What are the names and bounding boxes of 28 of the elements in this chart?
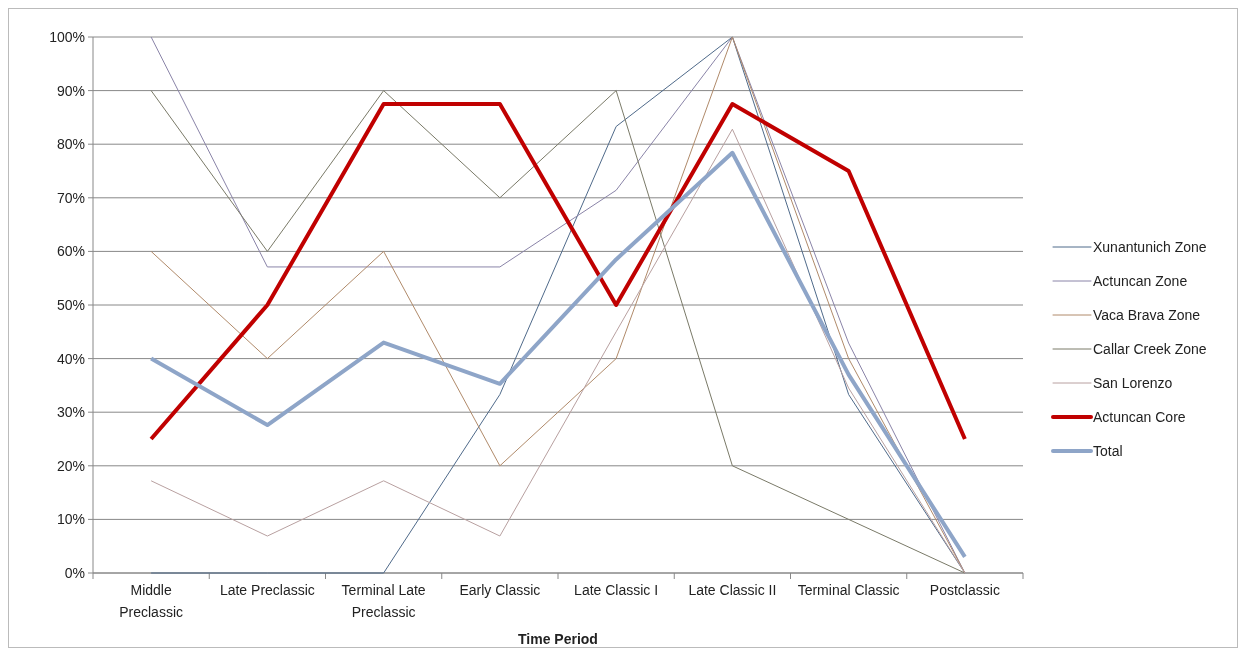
legend-label: San Lorenzo	[1093, 374, 1173, 391]
y-tick-label: 90%	[56, 82, 85, 99]
line-series	[149, 102, 967, 441]
y-tick-label: 50%	[56, 296, 85, 313]
y-tick-label: 40%	[56, 350, 85, 367]
y-tick-label: 70%	[56, 189, 85, 206]
y-tick-label: 60%	[56, 243, 85, 260]
y-tick-label: 80%	[56, 136, 85, 153]
y-tick-label: 100%	[49, 28, 85, 45]
y-tick-label: 0%	[64, 564, 85, 581]
legend-label: Actuncan Core	[1093, 408, 1186, 425]
x-tick-label: Middle Preclassic	[119, 582, 184, 620]
x-tick-label: Terminal Classic	[797, 582, 900, 598]
legend-label: Callar Creek Zone	[1093, 340, 1207, 357]
x-tick-label: Postclassic	[929, 582, 1000, 598]
legend-label: Xunantunich Zone	[1093, 238, 1207, 255]
legend-label: Actuncan Zone	[1093, 272, 1188, 289]
legend-label: Vaca Brava Zone	[1093, 306, 1201, 323]
x-tick-label: Late Classic I	[574, 582, 659, 598]
x-axis-title: Time Period	[518, 631, 598, 647]
x-tick-label: Terminal Late Preclassic	[341, 582, 426, 620]
x-tick-label: Early Classic	[459, 582, 541, 598]
x-tick-label: Late Classic II	[688, 582, 777, 598]
x-tick-label: Late Preclassic	[219, 582, 315, 598]
y-tick-label: 20%	[56, 457, 85, 474]
legend-label: Total	[1093, 442, 1123, 459]
y-tick-label: 30%	[56, 404, 85, 421]
y-tick-label: 10%	[56, 511, 85, 528]
